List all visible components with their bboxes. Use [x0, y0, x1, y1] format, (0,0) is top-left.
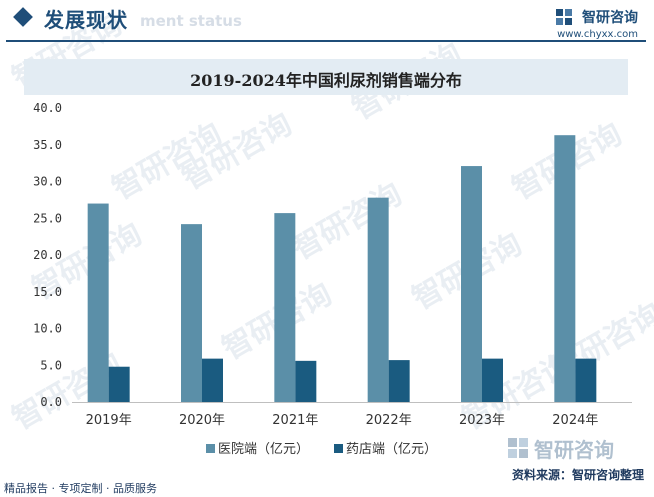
y-tick-label: 25.0: [33, 211, 62, 225]
brand-url: www.chyxx.com: [557, 28, 638, 40]
y-tick-label: 35.0: [33, 138, 62, 152]
source-note: 资料来源：智研咨询整理: [511, 468, 644, 482]
y-tick-label: 5.0: [40, 358, 62, 372]
bar-hospital: [461, 166, 482, 402]
footer-logo-icon: 智研咨询: [508, 438, 614, 462]
bar-pharmacy: [388, 360, 410, 402]
x-tick-label: 2023年: [459, 413, 505, 428]
footer-logo-text: 智研咨询: [534, 438, 614, 462]
bar-hospital: [367, 197, 389, 402]
bar-pharmacy: [482, 358, 503, 402]
x-tick-label: 2022年: [366, 413, 412, 428]
bar-hospital: [87, 203, 109, 402]
y-tick-label: 30.0: [33, 175, 62, 189]
header-divider: [6, 40, 646, 42]
legend-label: 医院端（亿元）: [218, 442, 309, 457]
bar-pharmacy: [575, 358, 597, 402]
x-tick-label: 2021年: [272, 413, 318, 428]
y-tick-label: 10.0: [33, 322, 62, 336]
footer-slogan: 精品报告 · 专项定制 · 品质服务: [4, 482, 157, 495]
brand-name: 智研咨询: [582, 9, 638, 26]
bar-pharmacy: [108, 366, 130, 402]
y-tick-label: 15.0: [33, 285, 62, 299]
section-subtitle: ment status: [140, 12, 242, 30]
bar-hospital: [181, 224, 202, 402]
bar-pharmacy: [202, 358, 223, 402]
section-title: 发展现状: [44, 8, 128, 32]
section-header: 发展现状 ment status 智研咨询 www.chyxx.com: [0, 0, 654, 42]
legend-swatch: [206, 444, 215, 453]
brand: 智研咨询 www.chyxx.com: [555, 6, 638, 40]
x-tick-label: 2024年: [552, 413, 598, 428]
legend-label: 药店端（亿元）: [346, 442, 437, 457]
chart-title: 2019-2024年中国利尿剂销售端分布: [190, 71, 462, 90]
y-tick-label: 20.0: [33, 248, 62, 262]
y-tick-label: 40.0: [33, 101, 62, 115]
brand-logo-icon: [555, 8, 572, 25]
bar-pharmacy: [295, 360, 317, 402]
bar-hospital: [554, 135, 576, 402]
legend-swatch: [334, 444, 343, 453]
x-tick-label: 2019年: [86, 413, 132, 428]
y-tick-label: 0.0: [40, 395, 62, 409]
x-tick-label: 2020年: [179, 413, 225, 428]
chart-title-bar: 2019-2024年中国利尿剂销售端分布: [24, 59, 628, 95]
bar-hospital: [274, 213, 296, 402]
